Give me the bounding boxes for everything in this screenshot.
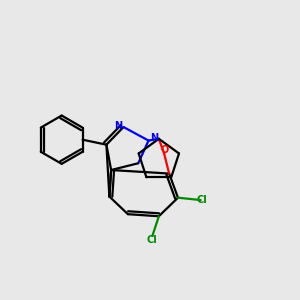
Text: Cl: Cl [147, 235, 158, 245]
Text: O: O [160, 145, 168, 155]
Text: N: N [114, 121, 122, 130]
Text: Cl: Cl [197, 195, 208, 205]
Text: N: N [150, 133, 158, 142]
